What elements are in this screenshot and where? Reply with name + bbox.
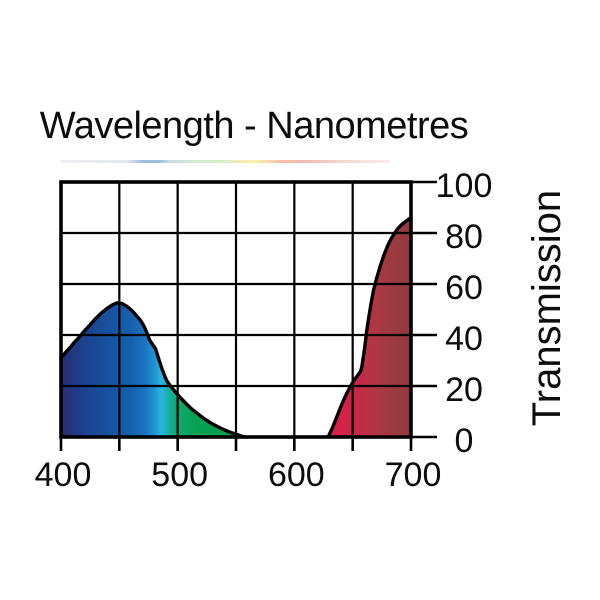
- y-tick-label-0: 0: [455, 422, 474, 460]
- chart-title: Wavelength - Nanometres: [39, 105, 469, 147]
- curve-outline-0: [59, 301, 246, 439]
- spectrum-color-strip: [60, 160, 390, 163]
- y-axis-title: Transmission: [525, 189, 569, 427]
- x-tick-label-700: 700: [385, 456, 442, 494]
- y-tick-label-100: 100: [436, 167, 493, 205]
- x-tick-label-500: 500: [151, 456, 208, 494]
- y-tick-label-20: 20: [445, 371, 483, 409]
- y-tick-label-80: 80: [445, 218, 483, 256]
- curve-outline-1: [326, 216, 413, 439]
- x-tick-label-400: 400: [35, 456, 92, 494]
- y-tick-label-60: 60: [445, 269, 483, 307]
- y-tick-label-40: 40: [445, 320, 483, 358]
- area-fill-1: [328, 217, 411, 437]
- x-tick-label-600: 600: [268, 456, 325, 494]
- area-fill-0: [61, 302, 245, 437]
